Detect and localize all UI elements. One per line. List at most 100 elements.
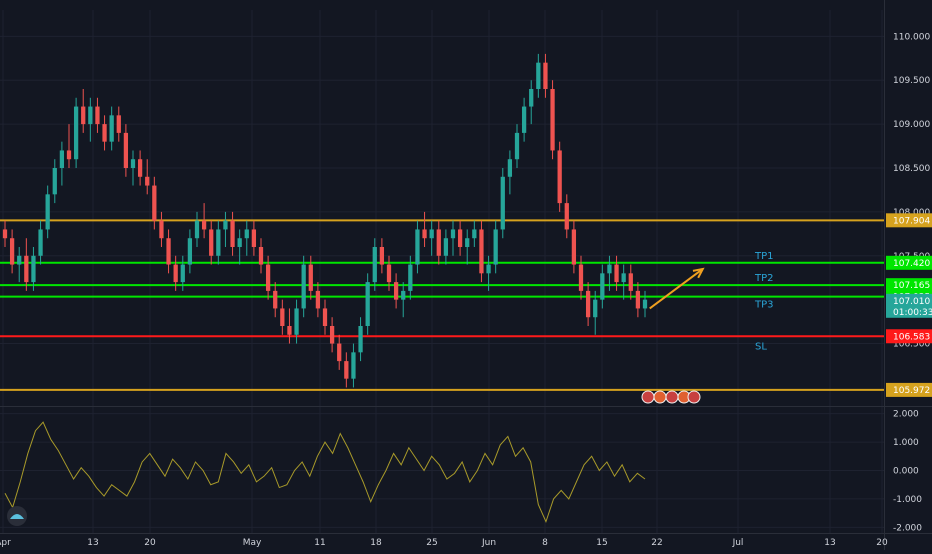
oscillator-tick-label: 2.000: [893, 410, 919, 420]
date-tick-label: 20: [144, 538, 156, 548]
candle-body: [194, 220, 200, 239]
level-label-tp3: TP3: [754, 300, 774, 311]
candle-body: [550, 89, 555, 151]
event-marker-icon: [641, 390, 655, 404]
candle-body: [173, 264, 178, 283]
candle-body: [358, 326, 363, 353]
oscillator-tick-label: -2.000: [893, 523, 922, 533]
candle-body: [216, 229, 221, 256]
event-marker-icon: [653, 390, 667, 404]
candle-body: [600, 273, 605, 300]
candle-body: [145, 176, 150, 186]
candle-body: [223, 220, 228, 230]
candle-body: [500, 176, 505, 230]
bar-countdown: 01:00:33: [893, 308, 932, 318]
level-label-tp2: TP2: [754, 273, 774, 284]
date-tick-label: 11: [314, 538, 325, 548]
candle-body: [436, 229, 441, 256]
candle-body: [415, 229, 420, 265]
current-price-tag: [886, 293, 932, 318]
candle-body: [543, 62, 548, 89]
candle-body: [166, 238, 171, 265]
level-label-tp1: TP1: [754, 251, 774, 262]
overlays: [641, 267, 705, 404]
date-tick-label: May: [243, 538, 262, 548]
level-tag: [886, 213, 932, 228]
candle-body: [614, 264, 619, 283]
candle-body: [315, 290, 321, 309]
candle-body: [280, 308, 285, 326]
candle-body: [17, 255, 22, 265]
candle-body: [521, 106, 527, 133]
candle-body: [273, 290, 278, 309]
candle-body: [137, 159, 143, 177]
oscillator-tick-label: 1.000: [893, 438, 919, 448]
candle-body: [109, 115, 114, 142]
candle-body: [536, 62, 541, 89]
price-tick-label: 106.500: [893, 340, 930, 350]
candle-body: [642, 299, 648, 309]
candle-body: [514, 132, 520, 160]
candle-body: [401, 290, 406, 300]
level-tag-value: 106.583: [893, 332, 930, 342]
date-tick-label: 18: [370, 538, 382, 548]
candle-body: [45, 194, 50, 230]
candle-body: [294, 308, 299, 335]
candle-body: [9, 238, 15, 265]
date-tick-label: 20: [876, 538, 888, 548]
date-tick-label: 8: [542, 538, 548, 548]
candle-body: [237, 238, 242, 247]
candle-body: [52, 168, 57, 195]
level-label-sl: SL: [755, 341, 767, 352]
candle-body: [621, 273, 626, 283]
candle-body: [422, 229, 427, 239]
candle-body: [557, 150, 562, 204]
date-tick-label: 25: [426, 538, 437, 548]
candle-body: [301, 264, 306, 309]
candle-body: [578, 264, 584, 291]
candle-body: [95, 106, 100, 125]
candle-body: [635, 290, 641, 309]
level-tag-value: 107.165: [893, 281, 930, 291]
candle-body: [180, 264, 185, 283]
candle-body: [201, 220, 207, 230]
level-tag-value: 107.420: [893, 259, 930, 269]
price-tick-label: 110.000: [893, 32, 930, 42]
oscillator-line: [4, 421, 646, 524]
date-tick-label: Apr: [0, 538, 11, 548]
candle-body: [393, 282, 399, 300]
candle-body: [230, 220, 235, 247]
oscillator-tick-label: 0.000: [893, 467, 919, 477]
candle-body: [265, 264, 271, 291]
date-tick-label: 22: [651, 538, 662, 548]
candle-body: [507, 159, 513, 177]
price-tick-label: 108.000: [893, 208, 930, 218]
candle-body: [379, 247, 385, 265]
target-arrow-head: [692, 267, 705, 279]
level-tag-value: 107.904: [893, 216, 930, 226]
price-tick-label: 108.500: [893, 164, 930, 174]
candle-body: [31, 255, 36, 283]
candle-body: [365, 282, 370, 326]
candle-body: [102, 124, 107, 142]
candle-body: [251, 229, 257, 247]
candle-body: [472, 229, 477, 239]
candle-body: [81, 106, 86, 125]
candle-body: [116, 115, 121, 133]
candle-body: [59, 150, 65, 168]
event-marker-icon: [665, 390, 679, 404]
candle-body: [607, 264, 612, 274]
candle-body: [38, 229, 43, 256]
tradingview-logo-mark: [10, 514, 24, 519]
candle-body: [258, 247, 264, 265]
candle-body: [479, 229, 484, 274]
candle-body: [24, 255, 29, 283]
candle-body: [351, 352, 356, 379]
candle-body: [344, 361, 349, 379]
candle-body: [493, 229, 498, 265]
candle-body: [159, 220, 164, 239]
candles: [2, 53, 648, 388]
